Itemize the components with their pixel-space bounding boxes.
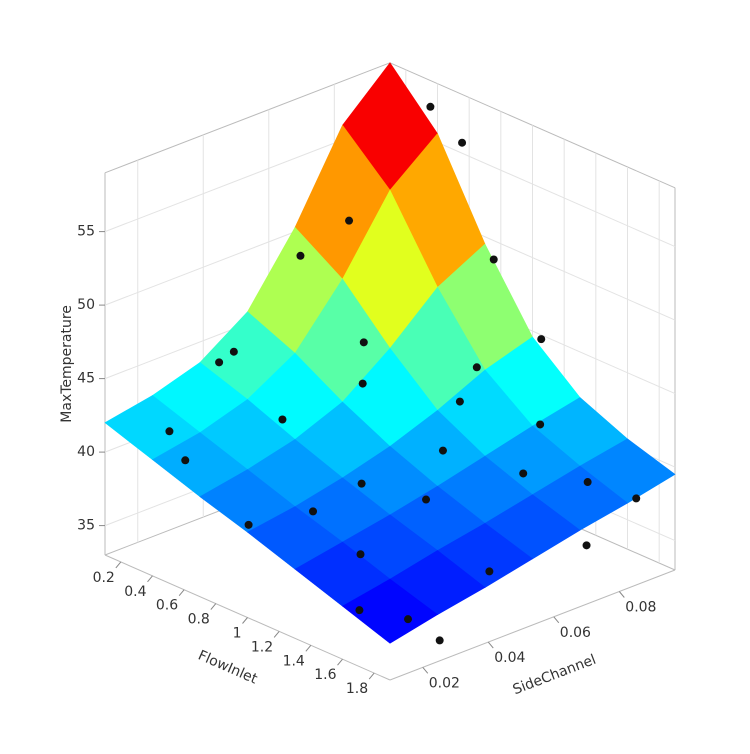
x-tick	[242, 617, 248, 624]
data-point	[345, 216, 354, 225]
data-point	[357, 479, 366, 488]
data-point	[632, 494, 641, 503]
x-tick	[273, 631, 280, 638]
x-tick	[337, 658, 343, 666]
z-tick-label: 55	[77, 224, 95, 240]
x-tick-label: 1.6	[314, 667, 336, 683]
x-tick-label: 0.2	[93, 570, 115, 586]
data-point	[426, 102, 435, 111]
data-point	[278, 415, 287, 424]
data-point	[215, 358, 224, 367]
data-point	[165, 427, 174, 436]
data-point	[472, 363, 481, 372]
x-tick-label: 1	[233, 626, 242, 642]
data-point	[359, 338, 368, 347]
data-point	[583, 478, 592, 487]
data-point	[455, 397, 464, 406]
data-point	[309, 507, 318, 516]
data-point	[438, 446, 447, 455]
x-tick-label: 1.2	[251, 639, 273, 655]
data-point	[489, 255, 498, 264]
y-tick-label: 0.04	[494, 650, 525, 666]
data-point	[229, 347, 238, 356]
data-point	[458, 138, 467, 147]
y-tick	[487, 641, 494, 649]
y-tick	[618, 591, 625, 598]
y-tick	[422, 667, 429, 674]
data-point	[355, 606, 364, 615]
x-tick	[305, 644, 312, 652]
data-point	[582, 541, 591, 550]
data-point	[244, 520, 253, 529]
y-tick-label: 0.06	[560, 625, 591, 641]
x-tick	[210, 603, 217, 610]
data-point	[435, 636, 444, 645]
x-tick-label: 0.8	[188, 612, 210, 628]
x-tick-label: 1.4	[283, 653, 305, 669]
y-tick-label: 0.02	[429, 675, 460, 691]
data-point	[485, 567, 494, 576]
z-tick-label: 45	[77, 371, 95, 387]
data-point	[519, 469, 528, 478]
y-tick	[553, 616, 560, 624]
z-tick-label: 50	[77, 297, 95, 313]
x-tick-label: 0.6	[156, 598, 178, 614]
data-point	[356, 550, 365, 559]
x-tick	[178, 589, 185, 597]
data-point	[358, 379, 367, 388]
x-tick	[115, 561, 122, 569]
surface-patch	[341, 578, 439, 644]
box-edge	[104, 62, 391, 174]
data-point	[404, 615, 413, 624]
y-tick-label: 0.08	[625, 599, 656, 615]
z-tick-label: 35	[77, 518, 95, 534]
data-point	[536, 420, 545, 429]
x-tick	[368, 672, 375, 680]
z-axis-label: MaxTemperature	[59, 305, 75, 423]
data-point	[296, 251, 305, 260]
data-point	[422, 495, 431, 504]
z-tick-label: 40	[77, 444, 95, 460]
data-point	[537, 335, 546, 344]
box-edge	[389, 569, 676, 681]
x-tick	[147, 575, 153, 583]
x-tick-label: 0.4	[124, 584, 146, 600]
data-point	[181, 456, 190, 465]
x-tick-label: 1.8	[346, 681, 368, 697]
